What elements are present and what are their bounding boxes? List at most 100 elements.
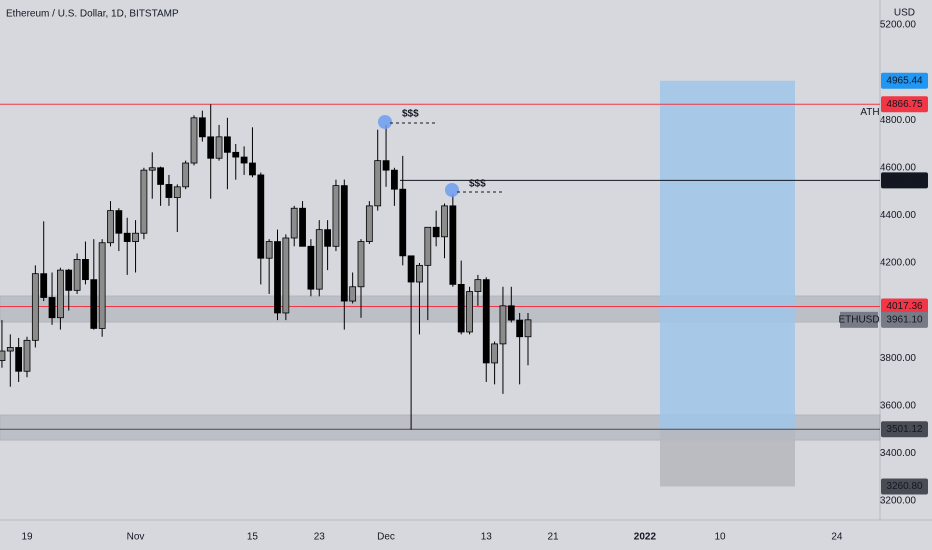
annotation: $$$: [402, 109, 419, 120]
candle-body: [232, 151, 240, 158]
candle-body: [98, 242, 106, 329]
candle-body: [332, 185, 340, 247]
candle-body: [6, 347, 14, 352]
lines-layer: [0, 103, 880, 430]
candle-body: [198, 117, 206, 138]
y-tick-label: 5200.00: [880, 20, 917, 31]
candle-body: [416, 264, 423, 283]
candle-body: [132, 232, 139, 242]
x-tick-label: 13: [481, 532, 493, 543]
chart-title: Ethereum / U.S. Dollar, 1D, BITSTAMP: [6, 9, 179, 20]
price-label-box: [881, 72, 928, 89]
candle-body: [282, 237, 290, 314]
candle-body: [249, 162, 256, 176]
candle-body: [457, 283, 465, 333]
symbol-box: [840, 311, 878, 328]
candle-body: [57, 269, 64, 319]
candle-body: [123, 232, 131, 242]
zones-layer: [0, 80, 881, 487]
candle-body: [299, 207, 306, 247]
price-label-box: [881, 478, 928, 495]
x-tick-label: 21: [547, 532, 559, 543]
candle-body: [424, 226, 432, 266]
candle-body: [173, 186, 181, 198]
candle-body: [474, 279, 482, 292]
candle-body: [115, 210, 123, 234]
candle-body: [23, 339, 31, 372]
candle-body: [73, 259, 81, 291]
candle-body: [274, 241, 281, 314]
x-tick-label: 24: [831, 532, 843, 543]
x-tick-label: 2022: [634, 532, 657, 543]
candle-body: [357, 241, 365, 288]
candle-body: [140, 169, 148, 234]
position-loss: [660, 429, 795, 487]
candle-body: [390, 169, 398, 190]
y-tick-label: 3800.00: [880, 353, 917, 364]
candle-body: [290, 207, 298, 239]
candle-body: [15, 347, 23, 372]
candle-body: [466, 291, 473, 333]
candle-body: [65, 269, 73, 291]
candle-body: [165, 184, 173, 198]
candle-body: [374, 160, 382, 207]
candle-body: [432, 226, 440, 238]
symbol-label: ETHUSD: [838, 314, 879, 325]
price-label: 4547.34: [886, 175, 923, 186]
candle-body: [449, 205, 457, 285]
price-label-box: [881, 172, 928, 189]
candle-body: [499, 305, 507, 345]
x-tick-label: Dec: [377, 532, 395, 543]
candle-body: [491, 343, 499, 364]
candle-body: [482, 279, 490, 364]
candle-body: [31, 273, 39, 341]
x-tick-label: 19: [21, 532, 33, 543]
candle-body: [257, 174, 265, 259]
candle-body: [182, 162, 190, 188]
candle-body: [215, 136, 223, 159]
price-label: 3961.10: [886, 314, 923, 325]
x-tick-label: 10: [714, 532, 726, 543]
annotation: $$$: [469, 179, 486, 190]
x-tick-label: Nov: [127, 532, 145, 543]
position-profit: [660, 80, 795, 430]
candle-body: [307, 245, 315, 290]
price-label: 3260.80: [886, 481, 923, 492]
y-tick-label: 3200.00: [880, 496, 917, 507]
candle-body: [441, 205, 448, 238]
currency-label: USD: [894, 8, 915, 19]
candle-body: [82, 259, 89, 281]
candle-body: [207, 136, 215, 159]
candle-body: [340, 185, 348, 302]
price-label: 4965.44: [886, 75, 923, 86]
price-label-box: [881, 96, 928, 113]
candle-body: [223, 136, 231, 153]
level-name: ATH: [860, 107, 879, 118]
marker-circle: [378, 115, 392, 129]
price-label-box: [881, 311, 928, 328]
candle-body: [265, 241, 273, 259]
price-label-box: [881, 421, 928, 438]
candle-body: [407, 255, 415, 283]
candle-body: [107, 210, 114, 244]
x-tick-label: 23: [314, 532, 326, 543]
candle-body: [324, 229, 332, 247]
y-tick-label: 4200.00: [880, 258, 917, 269]
candle-body: [240, 156, 248, 164]
candle-body: [382, 160, 390, 171]
y-tick-label: 3600.00: [880, 400, 917, 411]
candle-body: [365, 205, 373, 242]
candle-body: [524, 319, 532, 338]
labels-layer: 3200.00 3400.00 3600.00 3800.00 4200.00 4400.…: [21, 20, 928, 543]
y-tick-label: 4400.00: [880, 210, 917, 221]
candle-body: [48, 297, 56, 319]
y-tick-label: 3400.00: [880, 448, 917, 459]
candle-body: [315, 229, 323, 290]
candle-body: [157, 167, 165, 185]
candle-body: [148, 167, 156, 171]
candle-body: [40, 273, 48, 298]
price-label-box: [881, 298, 928, 315]
candle-body: [90, 279, 98, 329]
